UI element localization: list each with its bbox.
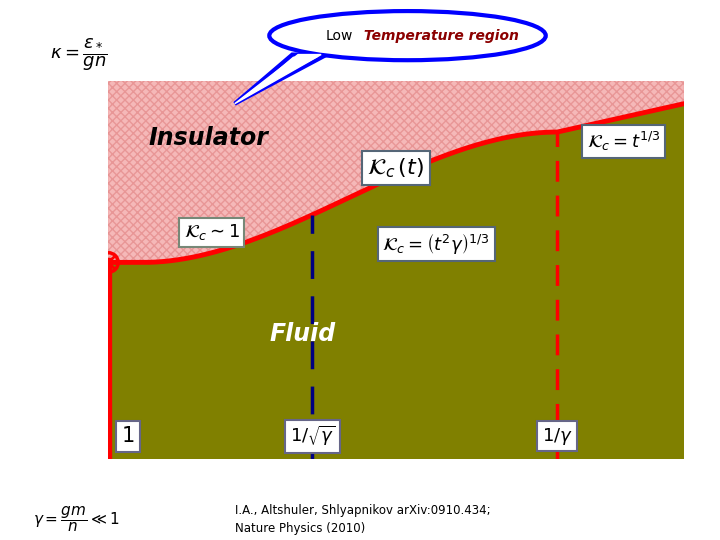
Text: $\mathcal{K}_c = \left(t^2\gamma\right)^{1/3}$: $\mathcal{K}_c = \left(t^2\gamma\right)^… bbox=[382, 231, 490, 256]
Text: Temperature region: Temperature region bbox=[359, 29, 518, 43]
Text: Insulator: Insulator bbox=[148, 126, 268, 150]
Text: $1/\gamma$: $1/\gamma$ bbox=[542, 426, 572, 447]
Text: $\kappa = \dfrac{\epsilon_*}{gn}$: $\kappa = \dfrac{\epsilon_*}{gn}$ bbox=[50, 37, 108, 73]
Text: I.A., Altshuler, Shlyapnikov arXiv:0910.434;
Nature Physics (2010): I.A., Altshuler, Shlyapnikov arXiv:0910.… bbox=[235, 504, 490, 535]
Text: $1/\sqrt{\gamma}$: $1/\sqrt{\gamma}$ bbox=[289, 424, 336, 448]
Polygon shape bbox=[108, 104, 684, 459]
Polygon shape bbox=[108, 81, 684, 262]
Text: $\mathcal{K}_c\,(t)$: $\mathcal{K}_c\,(t)$ bbox=[367, 156, 425, 180]
Text: Fluid: Fluid bbox=[269, 322, 336, 346]
Polygon shape bbox=[235, 55, 321, 104]
Text: $\mathcal{K}_c \sim 1$: $\mathcal{K}_c \sim 1$ bbox=[184, 222, 240, 242]
Text: $\mathcal{K}_c = t^{1/3}$: $\mathcal{K}_c = t^{1/3}$ bbox=[587, 130, 660, 153]
Text: Low: Low bbox=[325, 29, 353, 43]
Text: $\gamma = \dfrac{gm}{n} \ll 1$: $\gamma = \dfrac{gm}{n} \ll 1$ bbox=[33, 504, 120, 534]
Polygon shape bbox=[235, 55, 327, 104]
Ellipse shape bbox=[269, 11, 546, 60]
Text: $1$: $1$ bbox=[122, 426, 135, 447]
